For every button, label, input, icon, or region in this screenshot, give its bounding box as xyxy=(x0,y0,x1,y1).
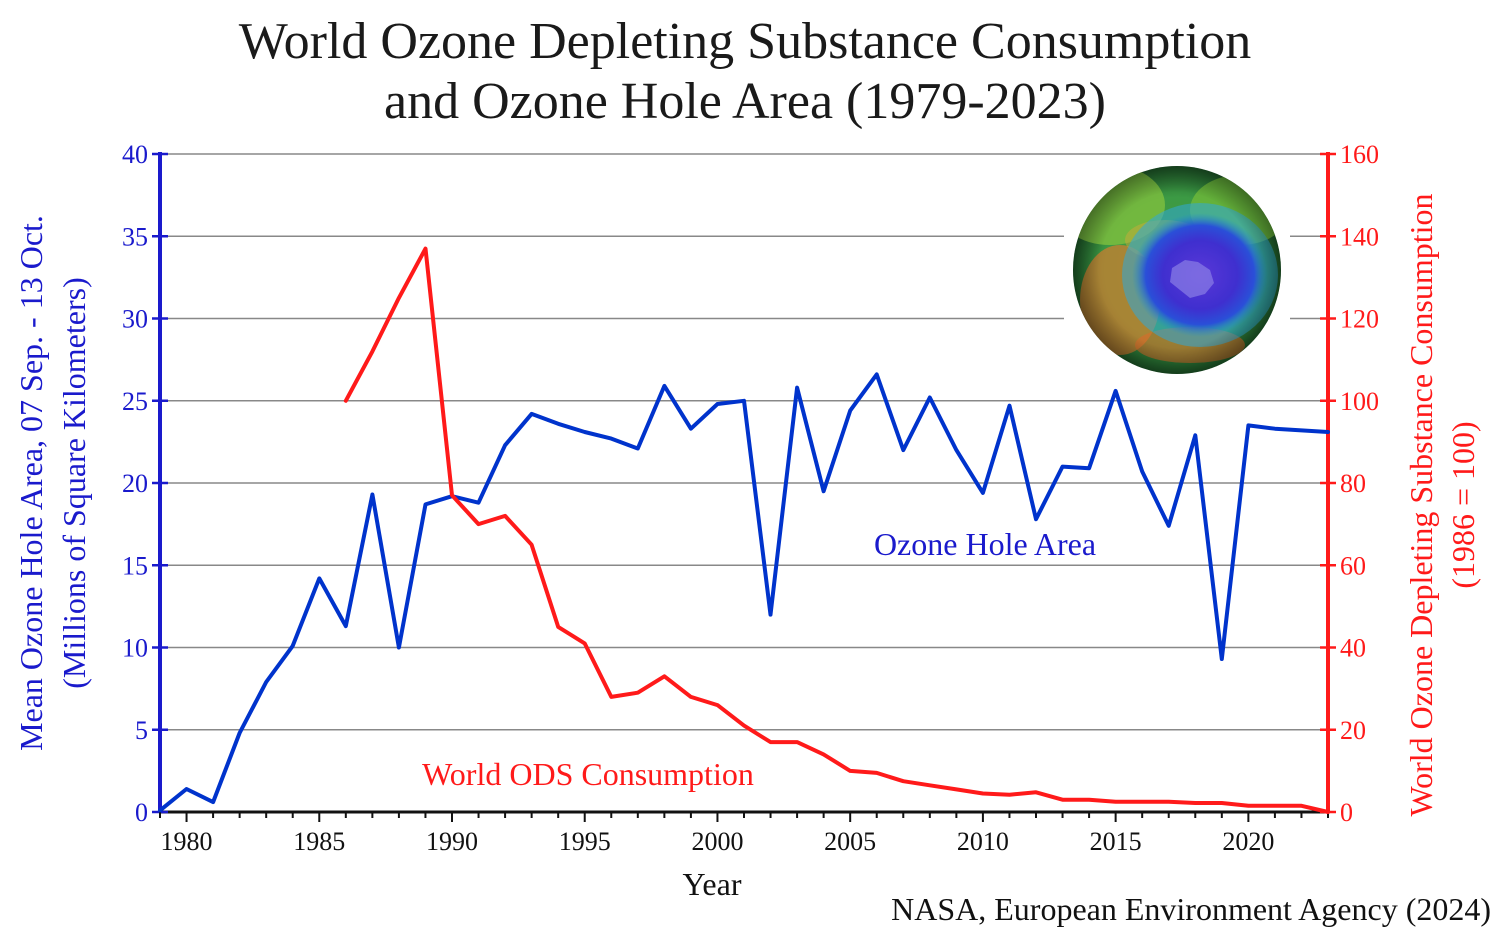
y-left-tick-label: 15 xyxy=(122,551,148,580)
y-left-tick-label: 30 xyxy=(122,305,148,334)
y-left-tick-label: 5 xyxy=(135,716,148,745)
y-right-tick-label: 0 xyxy=(1340,798,1353,827)
x-axis-label: Year xyxy=(683,866,742,902)
y-left-tick-label: 35 xyxy=(122,222,148,251)
x-tick-label: 1980 xyxy=(161,827,213,856)
tick-labels: 0 5 10 15 20 25 30 35 40 0 20 40 60 80 100 120 140 160 198… xyxy=(122,140,1379,856)
y-left-tick-label: 20 xyxy=(122,469,148,498)
x-tick-label: 1995 xyxy=(559,827,611,856)
y-right-tick-label: 140 xyxy=(1340,222,1379,251)
y-left-tick-label: 10 xyxy=(122,634,148,663)
annotation-ozone-hole-area: Ozone Hole Area xyxy=(874,526,1096,562)
x-tick-label: 2000 xyxy=(691,827,743,856)
annotation-world-ods-consumption: World ODS Consumption xyxy=(422,756,754,792)
y-left-tick-label: 25 xyxy=(122,387,148,416)
y-right-tick-label: 100 xyxy=(1340,387,1379,416)
y-right-tick-label: 120 xyxy=(1340,305,1379,334)
y-axis-label-right-line2: (1986 = 100) xyxy=(1445,421,1481,588)
series-lines xyxy=(158,246,1330,814)
y-right-tick-label: 80 xyxy=(1340,469,1366,498)
ozone-globe-icon xyxy=(1068,160,1286,380)
chart-title-line1: World Ozone Depleting Substance Consumpt… xyxy=(239,13,1252,70)
x-tick-label: 2020 xyxy=(1222,827,1274,856)
y-left-tick-label: 0 xyxy=(135,798,148,827)
y-right-tick-label: 160 xyxy=(1340,140,1379,169)
x-tick-label: 2005 xyxy=(824,827,876,856)
chart-title-line2: and Ozone Hole Area (1979-2023) xyxy=(384,73,1106,130)
ozone-hole-area-line xyxy=(158,372,1330,813)
x-tick-label: 2010 xyxy=(957,827,1009,856)
y-left-tick-label: 40 xyxy=(122,140,148,169)
y-axis-label-right-line1: World Ozone Depleting Substance Consumpt… xyxy=(1403,193,1439,816)
ods-consumption-line xyxy=(343,246,1330,814)
y-right-tick-label: 20 xyxy=(1340,716,1366,745)
y-right-tick-label: 60 xyxy=(1340,551,1366,580)
x-tick-label: 1985 xyxy=(293,827,345,856)
source-credit: NASA, European Environment Agency (2024) xyxy=(891,891,1491,927)
x-tick-label: 1990 xyxy=(426,827,478,856)
y-right-tick-label: 40 xyxy=(1340,634,1366,663)
y-axis-label-left-line1: Mean Ozone Hole Area, 07 Sep. - 13 Oct. xyxy=(13,215,49,751)
y-axis-label-left-line2: (Millions of Square Kilometers) xyxy=(56,277,92,688)
x-tick-label: 2015 xyxy=(1090,827,1142,856)
